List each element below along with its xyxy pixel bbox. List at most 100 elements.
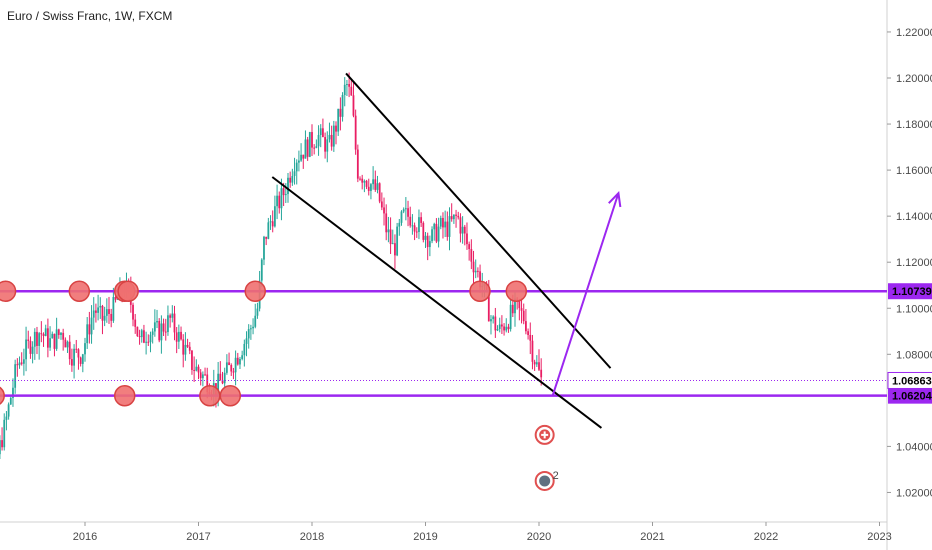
price-tick-label: 1.10000 — [896, 303, 932, 315]
candle-body — [402, 209, 405, 212]
candle-body — [535, 362, 538, 365]
touch-point-marker[interactable] — [505, 280, 528, 302]
candle-body — [540, 369, 543, 378]
candle-body — [450, 216, 453, 220]
candle-body — [444, 221, 447, 228]
candle-body — [263, 236, 265, 260]
candle-body — [319, 128, 322, 135]
candle-body — [53, 333, 56, 349]
candle-body — [522, 310, 525, 322]
candle-body — [431, 229, 433, 242]
candle-body — [420, 217, 423, 223]
candle-body — [114, 296, 117, 300]
candle-body — [313, 147, 316, 149]
candle-body — [167, 315, 169, 333]
touch-point-marker[interactable] — [219, 384, 242, 407]
candle-body — [479, 271, 481, 288]
candle-body — [108, 309, 110, 314]
candle-body — [38, 333, 41, 346]
candle-body — [110, 313, 113, 321]
flag-icon-cross-h — [541, 433, 549, 436]
candle-body — [22, 359, 25, 364]
candle-body — [36, 331, 38, 346]
candle-body — [398, 222, 401, 227]
candle-body — [324, 137, 326, 152]
candle-body — [269, 221, 272, 223]
candle-body — [439, 217, 442, 227]
upper-trend-line[interactable] — [345, 72, 612, 369]
time-tick-label: 2018 — [300, 531, 324, 543]
candle-body — [68, 341, 71, 360]
candle-body — [463, 226, 466, 234]
candle-body — [199, 372, 202, 379]
candle-body — [422, 222, 425, 240]
candle-body — [66, 341, 69, 348]
lower-trend-line[interactable] — [271, 176, 603, 429]
candle-body — [197, 366, 200, 373]
time-tick-label: 2023 — [867, 531, 891, 543]
candle-body — [77, 349, 80, 358]
candle-body — [298, 160, 300, 163]
candle-body — [428, 241, 431, 248]
candle-body — [60, 332, 62, 335]
candle-body — [164, 331, 167, 333]
candle-body — [287, 177, 289, 195]
candle-body — [195, 366, 198, 371]
candle-body — [16, 364, 19, 366]
touch-point-marker[interactable] — [199, 384, 221, 407]
candle-body — [276, 195, 278, 207]
candle-body — [243, 343, 246, 356]
candle-body — [400, 211, 403, 223]
touch-point-marker[interactable] — [0, 280, 17, 302]
candle-body — [27, 339, 30, 341]
candle-body — [169, 315, 172, 318]
candle-body — [79, 357, 82, 364]
candle-body — [278, 195, 281, 209]
candle-body — [219, 373, 222, 381]
touch-point-marker[interactable] — [68, 280, 91, 302]
candle-body — [223, 372, 226, 384]
candle-body — [147, 341, 150, 343]
candle-body — [404, 208, 407, 210]
projection-arrow-line[interactable] — [551, 192, 620, 397]
candle-body — [265, 236, 268, 239]
projection-arrow-head — [608, 190, 622, 208]
candle-body — [112, 296, 115, 321]
touch-point-marker[interactable] — [469, 280, 491, 302]
candle-body — [73, 348, 75, 366]
candle-body — [162, 323, 165, 332]
touch-point-marker[interactable] — [117, 280, 139, 302]
candle-body — [295, 162, 298, 172]
candle-body — [538, 362, 540, 370]
candle-body — [328, 134, 331, 140]
touch-point-marker[interactable] — [0, 386, 5, 406]
candle-body — [254, 315, 257, 327]
candle-body — [14, 364, 17, 388]
candle-body — [25, 339, 27, 360]
candle-body — [57, 329, 60, 335]
candle-body — [201, 374, 204, 379]
candle-body — [273, 206, 276, 227]
candle-body — [188, 346, 191, 351]
touch-point-marker[interactable] — [244, 280, 266, 302]
candle-body — [177, 331, 180, 342]
candle-body — [40, 333, 43, 335]
candle-body — [225, 362, 228, 373]
candle-body — [260, 259, 263, 281]
candle-body — [525, 321, 527, 332]
touch-point-marker[interactable] — [113, 384, 136, 407]
time-tick-label: 2022 — [754, 531, 778, 543]
candle-body — [472, 261, 475, 273]
price-tick-label: 1.08000 — [896, 349, 932, 361]
price-tick-label: 1.04000 — [896, 441, 932, 453]
candle-body — [391, 243, 394, 245]
candle-body — [145, 341, 148, 343]
chart-title: Euro / Swiss Franc, 1W, FXCM — [7, 9, 173, 23]
candle-body — [418, 217, 420, 232]
candle-body — [103, 315, 106, 321]
price-tick-label: 1.20000 — [896, 73, 932, 85]
candle-body — [466, 233, 468, 245]
candle-body — [252, 326, 254, 329]
candle-body — [367, 186, 370, 191]
